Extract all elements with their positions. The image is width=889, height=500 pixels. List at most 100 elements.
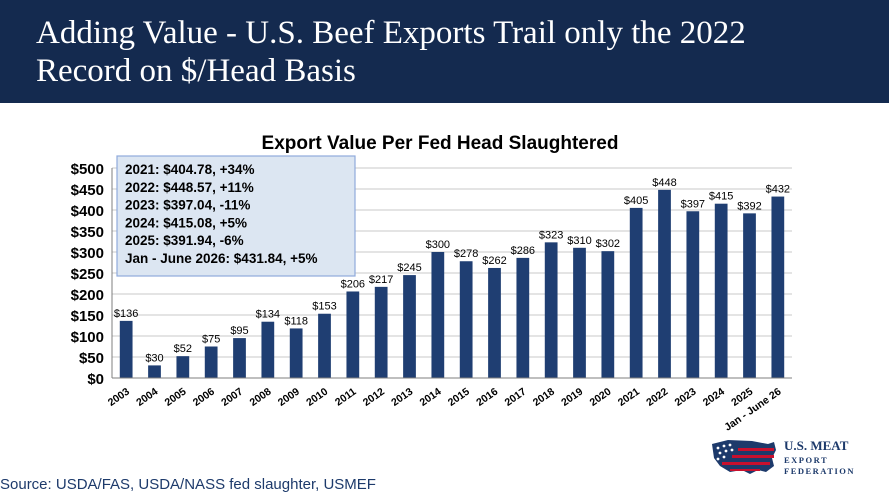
data-label: $405 xyxy=(624,195,648,207)
annotation-line: 2025: $391.94, -6% xyxy=(125,233,244,248)
bar xyxy=(233,338,246,378)
bar xyxy=(176,356,190,378)
bar xyxy=(629,207,643,378)
x-tick-label: 2005 xyxy=(163,386,189,409)
data-label: $323 xyxy=(539,229,563,241)
y-tick-label: $300 xyxy=(71,245,104,262)
logo-line-2: EXPORT xyxy=(784,455,828,465)
x-tick-label: 2014 xyxy=(418,386,444,409)
annotation-line: 2021: $404.78, +34% xyxy=(125,162,254,177)
bar xyxy=(714,203,728,378)
data-label: $245 xyxy=(397,262,421,274)
x-tick-label: 2012 xyxy=(361,386,387,409)
bar-chart: Export Value Per Fed Head Slaughtered $1… xyxy=(71,133,792,433)
data-label: $75 xyxy=(202,334,220,346)
source-note: Source: USDA/FAS, USDA/NASS fed slaughte… xyxy=(0,476,376,493)
x-tick-label: 2024 xyxy=(701,386,727,409)
x-tick-label: 2016 xyxy=(474,386,500,409)
logo-line-1: U.S. MEAT xyxy=(784,438,849,453)
x-tick-label: 2022 xyxy=(644,386,670,409)
x-tick-label: 2023 xyxy=(673,386,699,409)
data-label: $448 xyxy=(652,177,676,189)
slide-title-line-1: Adding Value - U.S. Beef Exports Trail o… xyxy=(36,15,746,51)
x-tick-label: 2010 xyxy=(304,386,330,409)
bar xyxy=(318,313,331,378)
data-label: $300 xyxy=(426,239,450,251)
x-tick-label: 2003 xyxy=(106,386,132,409)
bar xyxy=(573,247,586,378)
y-tick-label: $150 xyxy=(71,308,104,325)
y-tick-label: $400 xyxy=(71,203,104,220)
x-tick-label: 2004 xyxy=(134,386,160,409)
bar xyxy=(374,286,388,378)
data-label: $432 xyxy=(766,184,790,196)
y-tick-label: $200 xyxy=(71,287,104,304)
bar xyxy=(686,211,700,378)
x-tick-label: 2006 xyxy=(191,386,217,409)
bars: $136 $30 $52 $75 $95 $134 $118 $153 $206 $217 $245… xyxy=(114,177,790,378)
bar xyxy=(771,196,785,378)
y-tick-label: $500 xyxy=(71,161,104,178)
bar xyxy=(431,252,445,378)
bar xyxy=(148,365,161,378)
x-tick-label: 2007 xyxy=(219,386,245,409)
slide-title-line-2: Record on $/Head Basis xyxy=(36,53,356,89)
data-label: $52 xyxy=(174,343,192,355)
usmef-logo: U.S. MEAT EXPORT FEDERATION xyxy=(712,438,855,476)
data-label: $95 xyxy=(230,325,248,337)
data-label: $30 xyxy=(145,352,163,364)
y-tick-label: $0 xyxy=(87,371,104,388)
bar xyxy=(601,251,615,378)
data-label: $153 xyxy=(312,301,336,313)
bar xyxy=(204,346,218,378)
data-label: $286 xyxy=(511,245,535,257)
us-map-flag-icon xyxy=(712,440,776,474)
bar xyxy=(346,291,360,378)
y-tick-label: $50 xyxy=(79,350,104,367)
title-bar: Adding Value - U.S. Beef Exports Trail o… xyxy=(0,0,889,103)
data-label: $302 xyxy=(596,238,620,250)
logo-line-3: FEDERATION xyxy=(784,466,855,476)
bar xyxy=(743,213,756,378)
bar xyxy=(403,275,416,378)
y-tick-label: $450 xyxy=(71,182,104,199)
bar xyxy=(119,320,133,378)
annotation-line: 2022: $448.57, +11% xyxy=(125,180,254,195)
bar xyxy=(261,321,275,378)
data-label: $136 xyxy=(114,308,138,320)
chart-title: Export Value Per Fed Head Slaughtered xyxy=(262,133,619,154)
x-tick-label: 2017 xyxy=(503,386,529,409)
data-label: $206 xyxy=(341,278,365,290)
x-tick-label: 2020 xyxy=(588,386,614,409)
x-tick-label: 2018 xyxy=(531,386,557,409)
data-label: $217 xyxy=(369,274,393,286)
y-tick-label: $100 xyxy=(71,329,104,346)
data-label: $415 xyxy=(709,191,733,203)
data-label: $278 xyxy=(454,248,478,260)
x-tick-label: 2019 xyxy=(559,386,585,409)
annotation-background xyxy=(116,155,356,277)
y-tick-label: $350 xyxy=(71,224,104,241)
x-tick-label: 2008 xyxy=(248,386,274,409)
annotation-box: 2021: $404.78, +34% 2022: $448.57, +11% 20… xyxy=(116,155,356,277)
x-tick-label: 2011 xyxy=(333,386,359,409)
y-tick-label: $250 xyxy=(71,266,104,283)
bar xyxy=(516,257,530,378)
annotation-line: 2024: $415.08, +5% xyxy=(125,215,247,230)
x-tick-label: 2015 xyxy=(446,386,472,409)
data-label: $118 xyxy=(284,315,308,327)
annotation-line: 2023: $397.04, -11% xyxy=(125,198,250,213)
slide-title: Adding Value - U.S. Beef Exports Trail o… xyxy=(36,14,876,90)
x-tick-label: 2021 xyxy=(616,386,642,409)
bar xyxy=(544,242,558,378)
data-label: $397 xyxy=(681,198,705,210)
data-label: $310 xyxy=(567,235,591,247)
x-tick-label: 2009 xyxy=(276,386,302,409)
bar xyxy=(459,261,473,378)
bar xyxy=(289,328,303,378)
data-label: $134 xyxy=(256,309,280,321)
bar xyxy=(658,189,671,378)
annotation-line: Jan - June 2026: $431.84, +5% xyxy=(125,251,318,266)
data-label: $262 xyxy=(482,255,506,267)
bar xyxy=(488,267,501,378)
